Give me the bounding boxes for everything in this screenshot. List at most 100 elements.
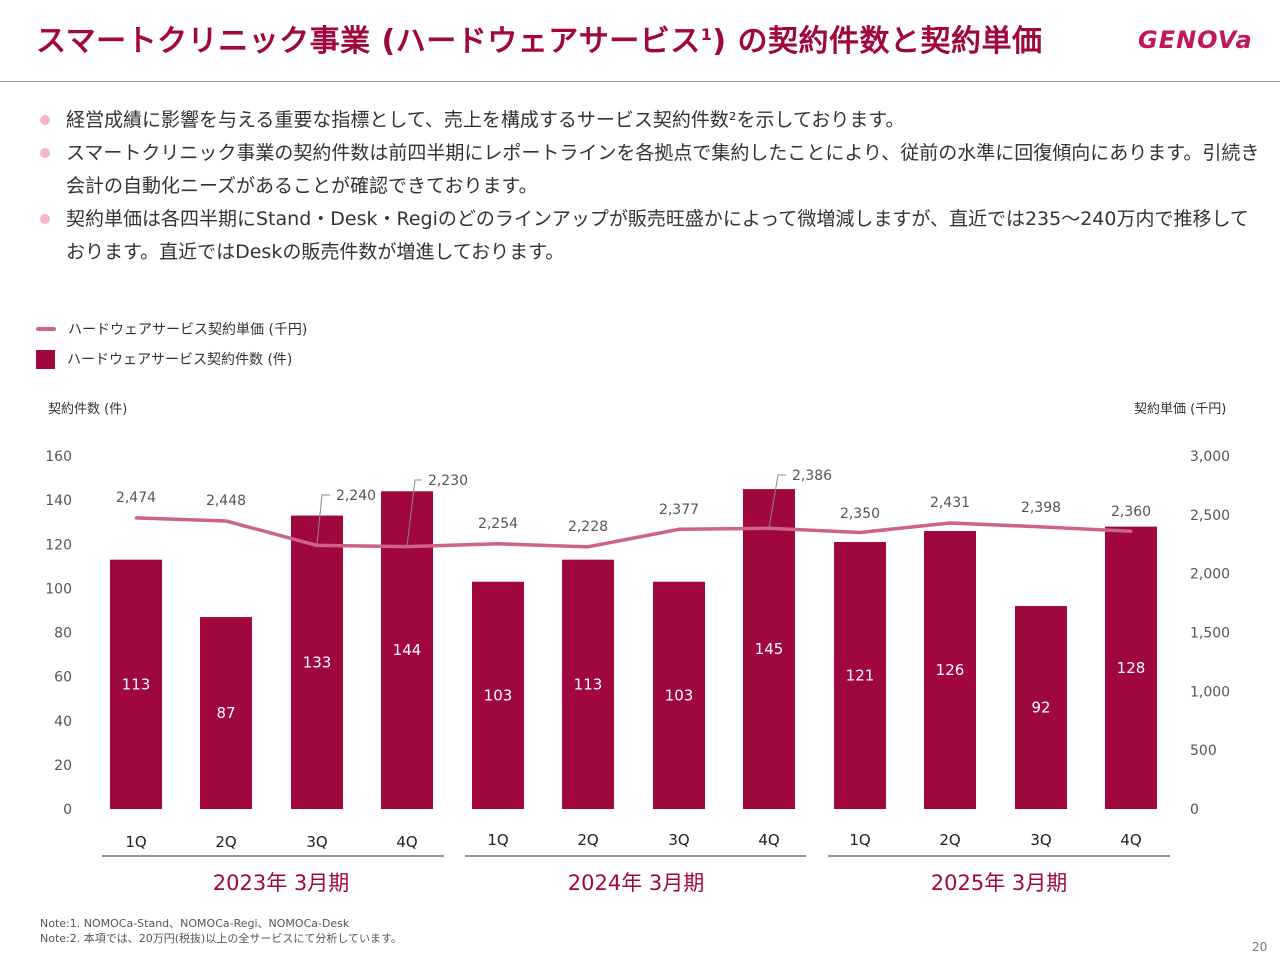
legend-line-label: ハードウェアサービス契約単価 (千円)	[68, 322, 308, 338]
header-divider	[0, 81, 1280, 82]
left-tick-label: 0	[63, 802, 72, 818]
bar-value-label: 126	[936, 661, 965, 679]
line-value-label: 2,448	[206, 493, 246, 509]
fiscal-year-label: 2024年 3月期	[568, 871, 704, 895]
line-point	[767, 526, 771, 530]
bar	[1105, 526, 1157, 809]
bar-value-label: 113	[574, 675, 603, 693]
left-tick-label: 140	[45, 493, 72, 509]
footnotes: Note:1. NOMOCa-Stand、NOMOCa-Regi、NOMOCa-…	[40, 916, 402, 946]
bullet-dot-icon	[40, 214, 50, 224]
bullet-item: 契約単価は各四半期にStand・Desk・Regiのどのラインアップが販売旺盛か…	[40, 203, 1260, 269]
company-logo: GENOVa	[1138, 26, 1253, 54]
bar-value-label: 92	[1031, 699, 1050, 717]
bar	[743, 489, 795, 809]
line-value-label: 2,474	[116, 490, 156, 506]
line-point	[858, 530, 862, 534]
category-label: 3Q	[306, 833, 327, 851]
footnote-1: Note:1. NOMOCa-Stand、NOMOCa-Regi、NOMOCa-…	[40, 917, 350, 930]
bullet-item: スマートクリニック事業の契約件数は前四半期にレポートラインを各拠点で集約したこと…	[40, 137, 1260, 203]
line-value-label: 2,431	[930, 495, 970, 511]
left-tick-label: 100	[45, 581, 72, 597]
category-label: 3Q	[1030, 831, 1051, 849]
chart-legend: ハードウェアサービス契約単価 (千円) ハードウェアサービス契約件数 (件)	[36, 314, 307, 374]
left-tick-label: 80	[54, 626, 72, 642]
bar-value-label: 145	[755, 640, 784, 658]
bar-value-label: 103	[665, 686, 694, 704]
line-point	[405, 545, 409, 549]
category-label: 2Q	[939, 831, 960, 849]
line-value-label: 2,254	[478, 516, 518, 532]
fiscal-year-label: 2025年 3月期	[931, 871, 1067, 895]
page-number: 20	[1252, 940, 1268, 954]
category-label: 1Q	[487, 831, 508, 849]
line-point	[134, 516, 138, 520]
bullet-item: 経営成績に影響を与える重要な指標として、売上を構成するサービス契約件数²を示して…	[40, 104, 1260, 137]
line-point	[1039, 525, 1043, 529]
line-value-label: 2,350	[840, 506, 880, 522]
right-tick-label: 2,000	[1190, 567, 1230, 583]
category-label: 3Q	[668, 831, 689, 849]
category-label: 4Q	[396, 833, 417, 851]
bar	[291, 515, 343, 809]
category-label: 2Q	[577, 831, 598, 849]
line-point	[1129, 529, 1133, 533]
left-tick-label: 120	[45, 537, 72, 553]
line-value-label: 2,386	[792, 468, 832, 484]
bar	[653, 581, 705, 809]
label-leader-line	[406, 479, 422, 547]
bar-value-label: 121	[846, 667, 875, 685]
left-tick-label: 40	[54, 714, 72, 730]
bar	[834, 542, 886, 809]
footnote-2: Note:2. 本項では、20万円(税抜)以上の全サービスにて分析しています。	[40, 932, 402, 945]
category-label: 1Q	[849, 831, 870, 849]
left-axis-title: 契約件数 (件)	[48, 402, 128, 417]
bar	[472, 581, 524, 809]
bullet-list: 経営成績に影響を与える重要な指標として、売上を構成するサービス契約件数²を示して…	[40, 104, 1260, 269]
right-tick-label: 500	[1190, 743, 1217, 759]
bar-value-label: 113	[122, 675, 151, 693]
line-point	[496, 542, 500, 546]
line-value-label: 2,240	[336, 488, 376, 504]
bar-swatch-icon	[36, 349, 55, 369]
right-tick-label: 1,500	[1190, 626, 1230, 642]
bar-value-label: 128	[1117, 659, 1146, 677]
line-value-label: 2,377	[659, 502, 699, 518]
line-value-label: 2,398	[1021, 500, 1061, 516]
bar-value-label: 103	[484, 686, 513, 704]
bar	[200, 617, 252, 809]
label-leader-line	[316, 494, 330, 545]
bar-value-label: 144	[393, 641, 422, 659]
category-label: 4Q	[758, 831, 779, 849]
left-tick-label: 60	[54, 670, 72, 686]
line-point	[315, 543, 319, 547]
line-point	[586, 545, 590, 549]
line-point	[677, 527, 681, 531]
right-tick-label: 0	[1190, 802, 1199, 818]
right-tick-label: 2,500	[1190, 508, 1230, 524]
bar	[562, 559, 614, 809]
legend-bar-label: ハードウェアサービス契約件数 (件)	[67, 352, 293, 368]
bar	[110, 559, 162, 809]
label-leader-line	[768, 474, 786, 529]
category-label: 4Q	[1120, 831, 1141, 849]
right-axis-title: 契約単価 (千円)	[1134, 402, 1227, 417]
fiscal-year-label: 2023年 3月期	[213, 871, 349, 895]
bullet-dot-icon	[40, 115, 50, 125]
right-tick-label: 1,000	[1190, 684, 1230, 700]
bullet-dot-icon	[40, 148, 50, 158]
legend-item-line: ハードウェアサービス契約単価 (千円)	[36, 314, 307, 344]
category-label: 2Q	[215, 833, 236, 851]
bar	[1015, 606, 1067, 809]
line-value-label: 2,228	[568, 519, 608, 535]
legend-item-bar: ハードウェアサービス契約件数 (件)	[36, 344, 307, 374]
right-tick-label: 3,000	[1190, 449, 1230, 465]
bar-value-label: 133	[303, 653, 332, 671]
category-label: 1Q	[125, 833, 146, 851]
bar	[924, 531, 976, 809]
line-point	[948, 521, 952, 525]
line-swatch-icon	[36, 327, 56, 331]
bar-value-label: 87	[216, 704, 235, 722]
left-tick-label: 160	[45, 449, 72, 465]
